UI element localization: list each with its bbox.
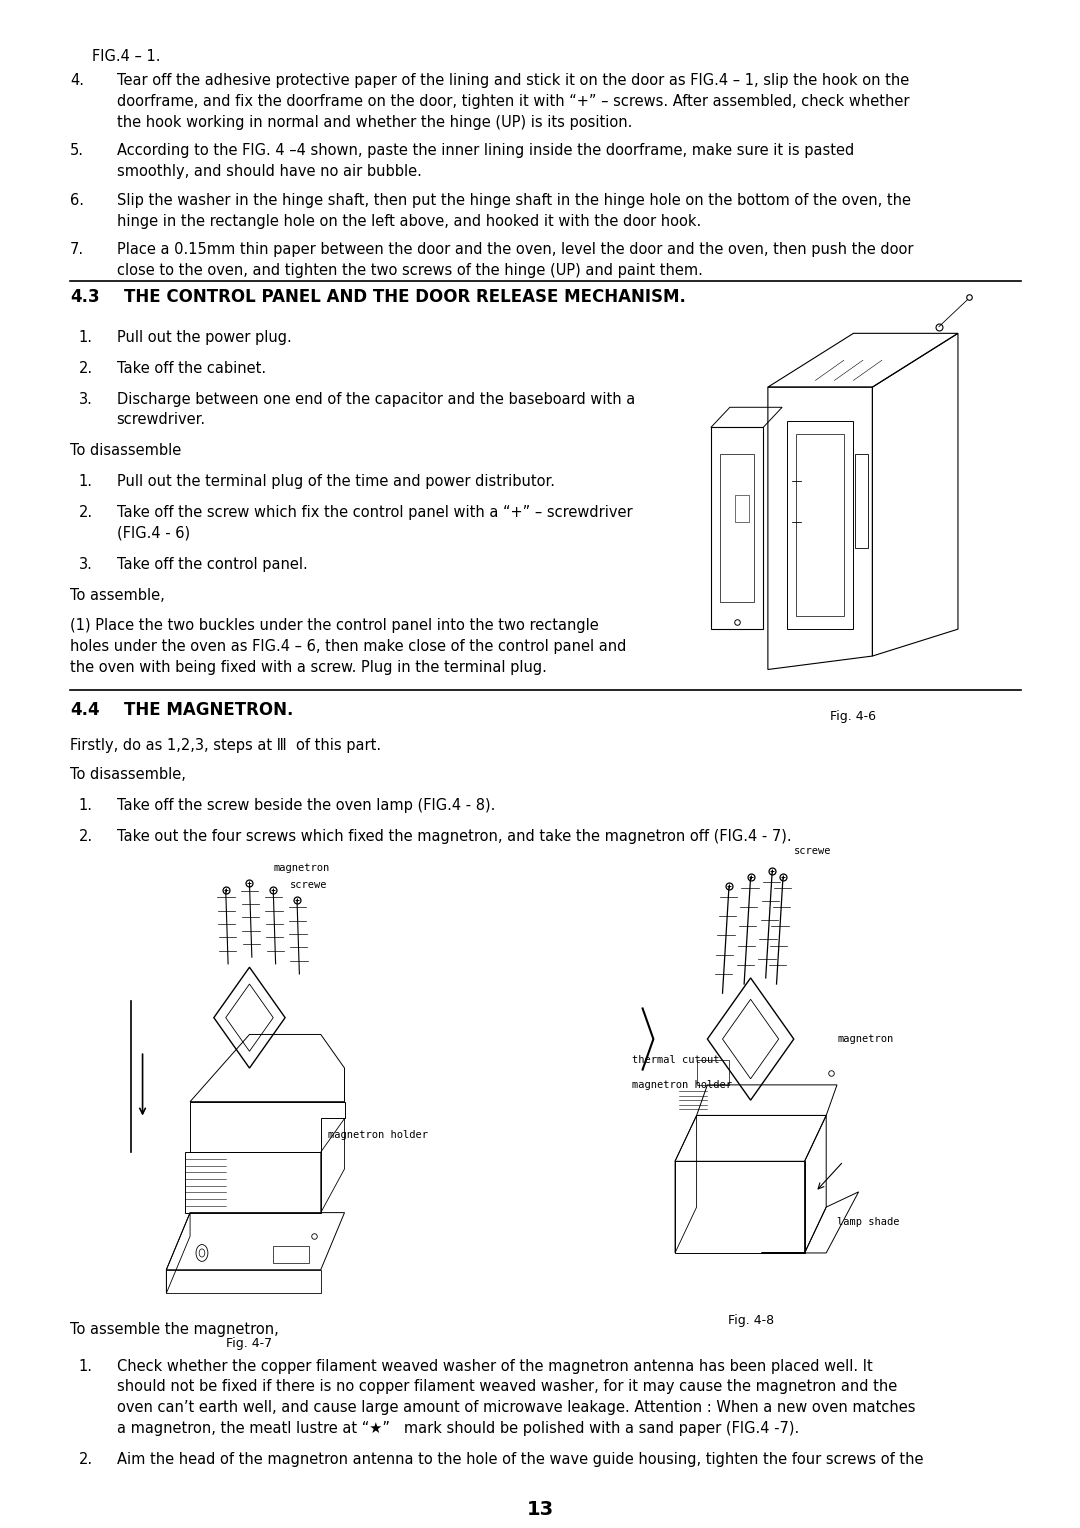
Text: Aim the head of the magnetron antenna to the hole of the wave guide housing, tig: Aim the head of the magnetron antenna to… <box>117 1452 923 1467</box>
Text: To assemble the magnetron,: To assemble the magnetron, <box>70 1322 279 1337</box>
Text: To disassemble,: To disassemble, <box>70 767 186 782</box>
Text: Pull out the terminal plug of the time and power distributor.: Pull out the terminal plug of the time a… <box>117 474 555 489</box>
Text: 1.: 1. <box>79 474 93 489</box>
Text: thermal cutout: thermal cutout <box>632 1056 719 1065</box>
Text: Tear off the adhesive protective paper of the lining and stick it on the door as: Tear off the adhesive protective paper o… <box>117 73 909 89</box>
Text: smoothly, and should have no air bubble.: smoothly, and should have no air bubble. <box>117 163 421 179</box>
Text: THE MAGNETRON.: THE MAGNETRON. <box>124 701 294 720</box>
Text: Take out the four screws which fixed the magnetron, and take the magnetron off (: Take out the four screws which fixed the… <box>117 828 792 843</box>
Text: a magnetron, the meatl lustre at “★”   mark should be polished with a sand paper: a magnetron, the meatl lustre at “★” mar… <box>117 1421 799 1436</box>
Text: screwe: screwe <box>289 880 327 889</box>
Text: doorframe, and fix the doorframe on the door, tighten it with “+” – screws. Afte: doorframe, and fix the doorframe on the … <box>117 93 909 108</box>
Text: To disassemble: To disassemble <box>70 443 181 458</box>
Text: lamp shade: lamp shade <box>837 1218 900 1227</box>
Text: Fig. 4-7: Fig. 4-7 <box>227 1337 272 1351</box>
Text: (FIG.4 - 6): (FIG.4 - 6) <box>117 526 190 541</box>
Text: magnetron: magnetron <box>273 863 329 872</box>
Text: Fig. 4-6: Fig. 4-6 <box>831 711 876 723</box>
Text: 3.: 3. <box>79 391 93 406</box>
Text: 4.4: 4.4 <box>70 701 99 720</box>
Text: 13: 13 <box>526 1500 554 1519</box>
Text: 2.: 2. <box>79 1452 93 1467</box>
Text: hinge in the rectangle hole on the left above, and hooked it with the door hook.: hinge in the rectangle hole on the left … <box>117 214 701 229</box>
Text: Fig. 4-8: Fig. 4-8 <box>728 1314 773 1328</box>
Text: should not be fixed if there is no copper filament weaved washer, for it may cau: should not be fixed if there is no coppe… <box>117 1380 896 1395</box>
Text: Take off the screw which fix the control panel with a “+” – screwdriver: Take off the screw which fix the control… <box>117 506 632 520</box>
Text: To assemble,: To assemble, <box>70 588 165 602</box>
Text: THE CONTROL PANEL AND THE DOOR RELEASE MECHANISM.: THE CONTROL PANEL AND THE DOOR RELEASE M… <box>124 289 686 307</box>
Text: 1.: 1. <box>79 330 93 345</box>
Text: 4.: 4. <box>70 73 84 89</box>
Text: 2.: 2. <box>79 361 93 376</box>
Text: close to the oven, and tighten the two screws of the hinge (UP) and paint them.: close to the oven, and tighten the two s… <box>117 263 702 278</box>
Text: oven can’t earth well, and cause large amount of microwave leakage. Attention : : oven can’t earth well, and cause large a… <box>117 1400 915 1415</box>
Text: 5.: 5. <box>70 144 84 159</box>
Text: Firstly, do as 1,2,3, steps at Ⅲ  of this part.: Firstly, do as 1,2,3, steps at Ⅲ of this… <box>70 738 381 753</box>
Text: Check whether the copper filament weaved washer of the magnetron antenna has bee: Check whether the copper filament weaved… <box>117 1358 873 1374</box>
Text: magnetron: magnetron <box>837 1034 893 1044</box>
Text: holes under the oven as FIG.4 – 6, then make close of the control panel and: holes under the oven as FIG.4 – 6, then … <box>70 639 626 654</box>
Text: 6.: 6. <box>70 193 84 208</box>
Text: magnetron holder: magnetron holder <box>328 1131 428 1140</box>
Text: 3.: 3. <box>79 556 93 571</box>
Text: screwe: screwe <box>794 845 832 856</box>
Text: the oven with being fixed with a screw. Plug in the terminal plug.: the oven with being fixed with a screw. … <box>70 660 548 675</box>
Text: (1) Place the two buckles under the control panel into the two rectangle: (1) Place the two buckles under the cont… <box>70 619 599 634</box>
Text: Take off the control panel.: Take off the control panel. <box>117 556 308 571</box>
Text: 4.3: 4.3 <box>70 289 99 307</box>
Text: 1.: 1. <box>79 798 93 813</box>
Text: Slip the washer in the hinge shaft, then put the hinge shaft in the hinge hole o: Slip the washer in the hinge shaft, then… <box>117 193 910 208</box>
Text: Pull out the power plug.: Pull out the power plug. <box>117 330 292 345</box>
Text: According to the FIG. 4 –4 shown, paste the inner lining inside the doorframe, m: According to the FIG. 4 –4 shown, paste … <box>117 144 854 159</box>
Text: Take off the cabinet.: Take off the cabinet. <box>117 361 266 376</box>
Text: the hook working in normal and whether the hinge (UP) is its position.: the hook working in normal and whether t… <box>117 115 632 130</box>
Text: 7.: 7. <box>70 243 84 258</box>
Text: 2.: 2. <box>79 828 93 843</box>
Text: Take off the screw beside the oven lamp (FIG.4 - 8).: Take off the screw beside the oven lamp … <box>117 798 495 813</box>
Text: FIG.4 – 1.: FIG.4 – 1. <box>92 49 160 64</box>
Text: 1.: 1. <box>79 1358 93 1374</box>
Text: Discharge between one end of the capacitor and the baseboard with a: Discharge between one end of the capacit… <box>117 391 635 406</box>
Text: 2.: 2. <box>79 506 93 520</box>
Text: magnetron holder: magnetron holder <box>632 1080 732 1089</box>
Text: screwdriver.: screwdriver. <box>117 413 206 428</box>
Text: Place a 0.15mm thin paper between the door and the oven, level the door and the : Place a 0.15mm thin paper between the do… <box>117 243 914 258</box>
